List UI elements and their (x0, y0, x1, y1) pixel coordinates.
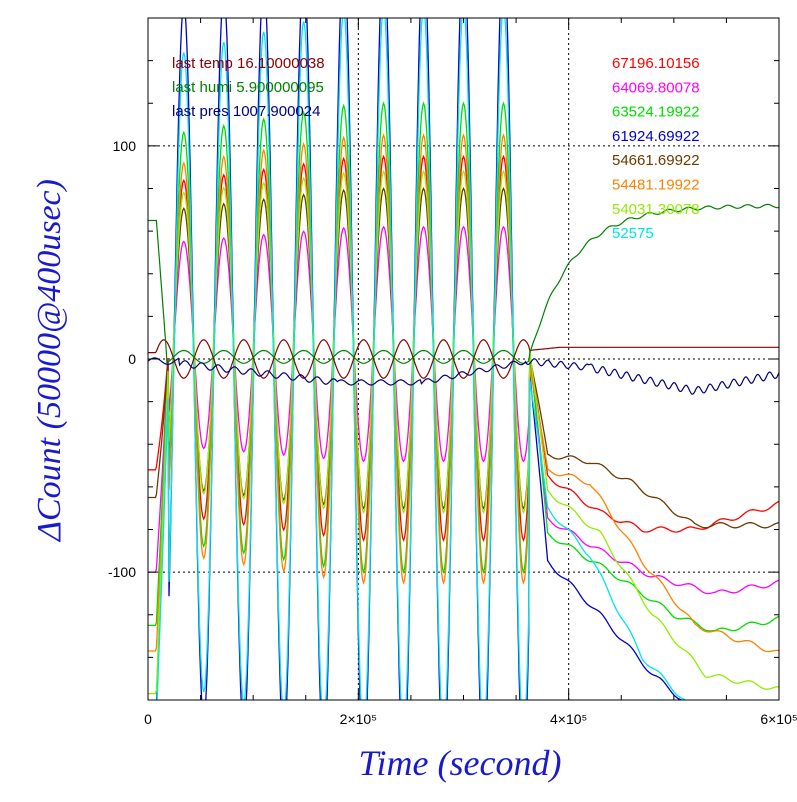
y-tick-label: -100 (108, 564, 136, 580)
ticks: -100 0 100 0 2×10⁵ 4×10⁵ 6×10⁵ (108, 17, 797, 727)
legend-entry-6: 54481.19922 (612, 177, 700, 194)
y-tick-label: 0 (128, 351, 136, 367)
series-layer (148, 18, 779, 700)
legend-entry-2: 64069.80078 (612, 79, 700, 96)
env-line-humi (148, 203, 779, 364)
x-axis-title: Time (second) (359, 743, 562, 783)
series-line-8 (156, 18, 687, 700)
legend-entry-8: 52575 (612, 225, 654, 242)
legend-entry-3: 63524.19922 (612, 104, 700, 121)
annotation-3: last pres 1007.900024 (172, 103, 320, 120)
annotations: last temp 16.10000038 last humi 5.9000000… (172, 55, 325, 120)
x-tick-label: 2×10⁵ (340, 711, 377, 727)
legend-entry-7: 54031.30078 (612, 201, 700, 218)
x-tick-label: 6×10⁵ (760, 711, 797, 727)
legend: 67196.10156 64069.80078 63524.19922 61924.6… (612, 55, 700, 242)
x-tick-label: 0 (144, 711, 152, 727)
series-line-7 (148, 169, 779, 695)
y-tick-label: 100 (113, 138, 137, 154)
x-tick-label: 4×10⁵ (550, 711, 587, 727)
y-axis-title: ΔCount (50000@400usec) (31, 179, 68, 543)
legend-entry-5: 54661.69922 (612, 152, 700, 169)
env-line-pres (148, 357, 779, 395)
legend-entry-1: 67196.10156 (612, 55, 700, 72)
annotation-1: last temp 16.10000038 (172, 55, 325, 72)
legend-entry-4: 61924.69922 (612, 128, 700, 145)
annotation-2: last humi 5.900000095 (172, 79, 324, 96)
